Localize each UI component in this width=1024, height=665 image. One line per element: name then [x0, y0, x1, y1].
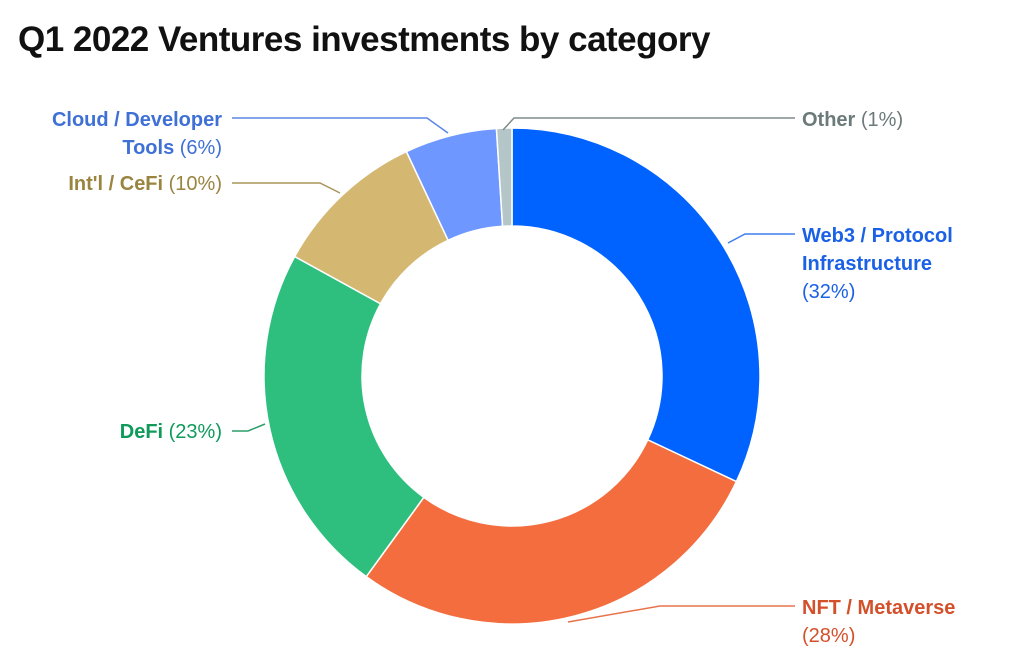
- label-cloud-developer-tools: Cloud / Developer Tools (6%): [52, 106, 222, 162]
- label-name-line: Tools: [122, 137, 175, 159]
- label-name-line: NFT / Metaverse: [802, 597, 956, 619]
- label-percent: (6%): [174, 137, 222, 159]
- label-percent: (1%): [855, 109, 904, 131]
- label-defi: DeFi (23%): [120, 418, 222, 446]
- label-web3-protocol-infrastructure: Web3 / Protocol Infrastructure (32%): [802, 222, 953, 306]
- label-name-line: Other: [802, 109, 856, 131]
- label-percent: (10%): [163, 173, 222, 195]
- leader-line-web3-protocol-infrastructure: [727, 233, 795, 244]
- slice-web3-protocol-infrastructure: [511, 127, 761, 483]
- chart-title: Q1 2022 Ventures investments by category: [18, 20, 711, 59]
- label-nft-metaverse: NFT / Metaverse (28%): [802, 594, 955, 650]
- label-name-line: Infrastructure: [802, 253, 933, 275]
- label-percent: (32%): [802, 281, 856, 303]
- leader-line-other: [502, 117, 795, 131]
- label-percent: (28%): [802, 625, 856, 647]
- label-name-line: Int'l / CeFi: [68, 173, 164, 195]
- leader-line-int-l-cefi: [232, 182, 341, 194]
- leader-line-defi: [232, 423, 266, 432]
- leader-line-cloud-developer-tools: [232, 117, 449, 134]
- leader-line-nft-metaverse: [567, 605, 795, 623]
- label-name-line: DeFi: [119, 421, 164, 443]
- label-other: Other (1%): [802, 106, 903, 134]
- slice-other: [495, 127, 513, 228]
- slice-defi: [263, 255, 425, 578]
- slice-nft-metaverse: [365, 438, 738, 625]
- label-int-l-cefi: Int'l / CeFi (10%): [68, 170, 222, 198]
- label-percent: (23%): [163, 421, 222, 443]
- label-name-line: Cloud / Developer: [51, 109, 222, 131]
- label-name-line: Web3 / Protocol: [802, 225, 953, 247]
